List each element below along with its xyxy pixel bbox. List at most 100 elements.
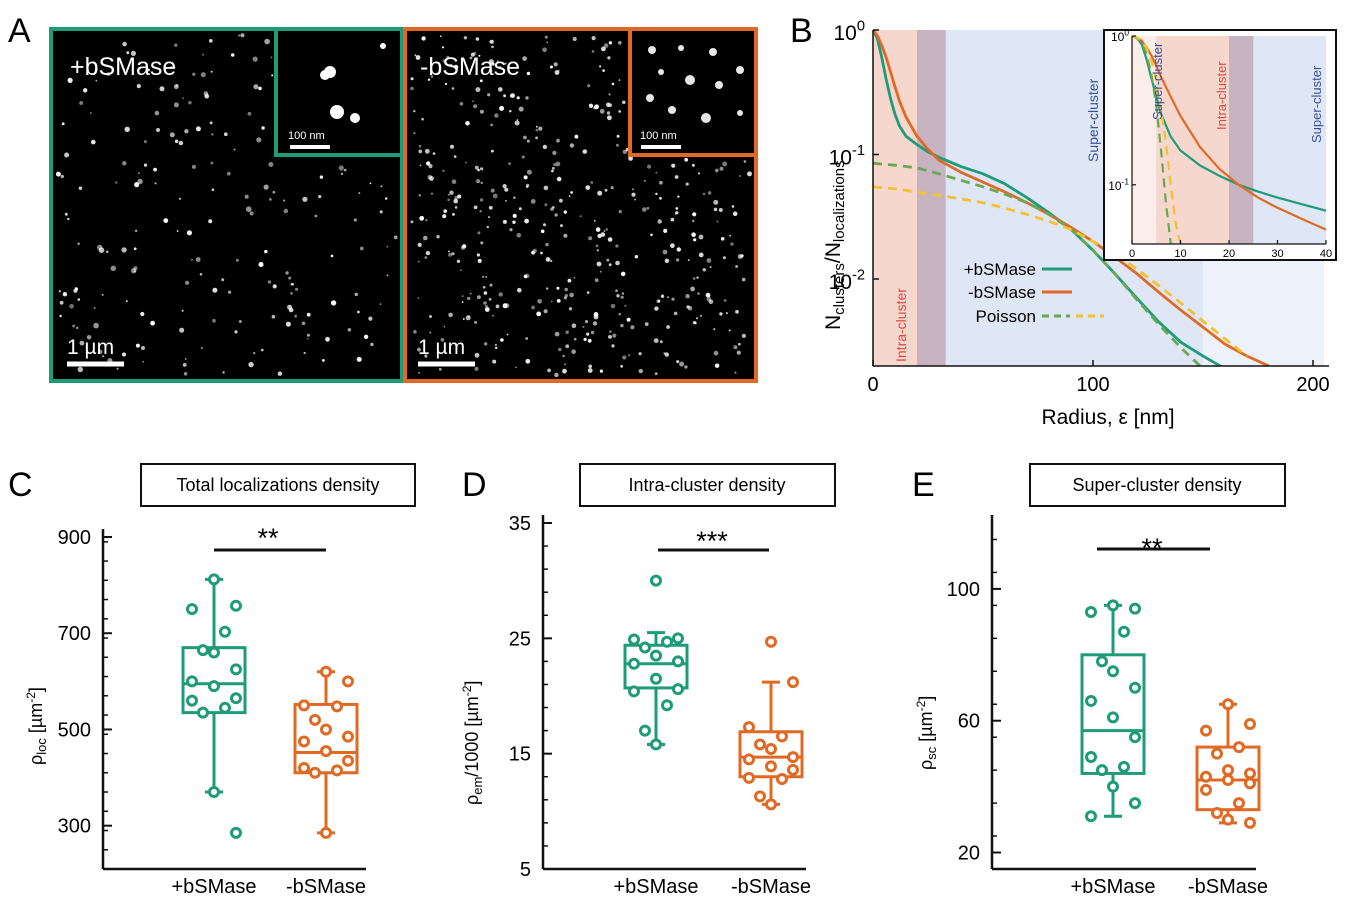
data-point	[320, 665, 332, 678]
punctum	[126, 51, 130, 55]
punctum	[473, 104, 478, 109]
punctum	[77, 242, 80, 245]
punctum	[450, 144, 454, 149]
punctum	[182, 363, 187, 367]
data-point	[1200, 770, 1212, 783]
y-tick-label: 60	[958, 711, 980, 733]
punctum	[568, 307, 573, 311]
punctum	[253, 84, 259, 90]
punctum	[122, 41, 127, 47]
punctum	[424, 256, 428, 259]
punctum	[569, 143, 575, 148]
x-tick-label: +bSMase	[1070, 876, 1155, 898]
box-iqr	[293, 702, 359, 775]
punctum	[83, 88, 88, 93]
data-point	[1085, 694, 1097, 707]
punctum	[224, 132, 228, 136]
punctum	[588, 103, 594, 109]
data-point	[197, 706, 209, 719]
punctum	[504, 303, 510, 308]
data-point	[787, 763, 799, 776]
data-point	[672, 655, 684, 668]
punctum	[98, 247, 105, 253]
punctum	[306, 312, 311, 317]
punctum	[568, 195, 571, 198]
punctum	[475, 37, 480, 41]
punctum	[210, 161, 214, 165]
punctum	[64, 152, 70, 158]
punctum	[523, 135, 527, 140]
punctum	[347, 328, 352, 332]
punctum	[498, 87, 503, 92]
punctum	[516, 96, 520, 100]
punctum	[438, 367, 442, 371]
data-point	[342, 730, 354, 743]
punctum	[453, 64, 459, 70]
punctum	[485, 304, 488, 308]
data-point	[628, 685, 640, 698]
punctum	[602, 69, 605, 72]
data-point	[331, 764, 343, 777]
data-point	[628, 633, 640, 646]
punctum	[141, 346, 145, 350]
punctum	[698, 252, 704, 258]
punctum	[515, 366, 517, 369]
punctum	[676, 360, 680, 364]
punctum	[380, 43, 386, 49]
y-tick-label: 300	[58, 816, 91, 838]
punctum	[195, 126, 201, 132]
punctum	[495, 304, 500, 309]
data-point	[1085, 810, 1097, 823]
data-point	[1244, 777, 1256, 790]
punctum	[226, 171, 231, 176]
punctum	[436, 235, 440, 239]
punctum	[476, 253, 480, 257]
punctum	[597, 233, 602, 239]
punctum	[60, 174, 64, 179]
punctum	[586, 332, 590, 336]
inset-region-label-intra: Intra-cluster	[1214, 61, 1229, 130]
punctum	[234, 330, 238, 334]
series-line-poisson_yellow	[1132, 36, 1182, 244]
punctum	[461, 301, 464, 303]
data-point	[186, 603, 198, 616]
punctum	[546, 287, 549, 290]
panel-letter-c: C	[8, 466, 33, 504]
punctum	[203, 91, 209, 96]
punctum	[596, 249, 599, 252]
punctum	[634, 255, 639, 259]
punctum	[142, 360, 145, 363]
punctum	[685, 75, 695, 85]
punctum	[618, 79, 621, 81]
punctum	[498, 66, 502, 69]
punctum	[596, 261, 602, 267]
punctum	[504, 187, 509, 192]
punctum	[480, 181, 483, 184]
punctum	[424, 148, 430, 154]
punctum	[608, 93, 611, 96]
punctum	[642, 207, 647, 212]
y-tick-label: 900	[58, 527, 91, 549]
punctum	[393, 235, 398, 240]
data-point	[219, 625, 231, 638]
punctum	[363, 334, 369, 339]
punctum	[546, 41, 549, 44]
punctum	[208, 219, 213, 224]
punctum	[736, 350, 741, 355]
punctum	[186, 230, 192, 236]
punctum	[473, 205, 478, 210]
punctum	[525, 358, 531, 364]
data-point	[1211, 806, 1223, 819]
data-point	[1244, 816, 1256, 829]
y-tick-label: 10-2	[829, 268, 865, 294]
punctum	[201, 347, 203, 349]
punctum	[553, 163, 557, 167]
punctum	[574, 134, 579, 139]
punctum	[514, 120, 520, 126]
punctum	[518, 207, 522, 211]
punctum	[679, 361, 685, 367]
punctum	[618, 110, 621, 113]
data-point	[230, 826, 242, 839]
punctum	[192, 72, 196, 76]
data-point	[208, 680, 220, 693]
